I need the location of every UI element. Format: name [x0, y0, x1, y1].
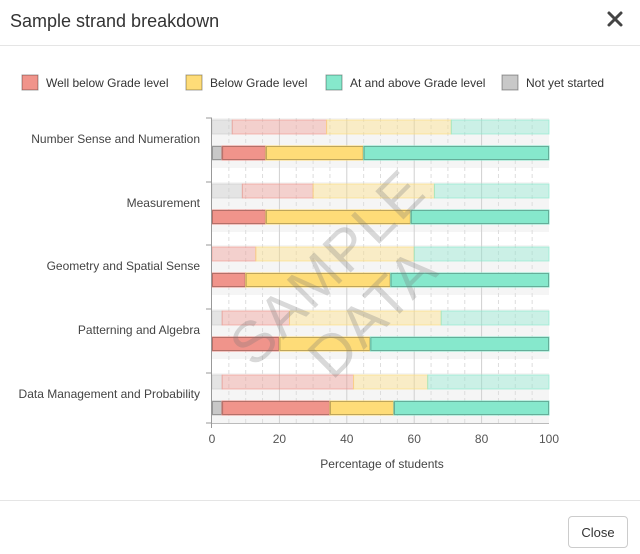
comparison-bar-segment-below-grade-level: [326, 119, 452, 135]
legend-swatch: [21, 74, 39, 91]
comparison-bar-segment-at-and-above-grade-level: [413, 246, 550, 262]
legend-label: Not yet started: [526, 76, 604, 90]
category-label: Geometry and Spatial Sense: [47, 259, 201, 273]
primary-bar-segment-well-below-grade-level: [211, 209, 267, 225]
category-label: Number Sense and Numeration: [31, 132, 200, 146]
primary-bar-segment-at-and-above-grade-level: [369, 336, 550, 352]
legend-item-below-grade-level: Below Grade level: [185, 74, 307, 91]
primary-bar-segment-outline: [363, 146, 549, 160]
primary-bar-segment-outline: [245, 273, 391, 287]
primary-bar-segment-outline: [222, 401, 330, 415]
legend-label: At and above Grade level: [350, 76, 485, 90]
category-label: Data Management and Probability: [19, 387, 200, 401]
primary-bar-segment-outline: [390, 273, 549, 287]
comparison-bar-segment-well-below-grade-level: [211, 246, 257, 262]
legend-item-at-and-above-grade-level: At and above Grade level: [325, 74, 485, 91]
legend-swatch: [325, 74, 343, 91]
primary-bar-segment-outline: [410, 210, 549, 224]
comparison-bar-segment-not-yet-started: [211, 183, 243, 199]
legend-swatch: [501, 74, 519, 91]
category-label: Patterning and Algebra: [78, 323, 200, 337]
primary-bar-segment-at-and-above-grade-level: [410, 209, 550, 225]
legend-label: Below Grade level: [210, 76, 307, 90]
modal-footer: Close: [0, 500, 640, 554]
category-label: Measurement: [127, 196, 201, 210]
primary-bar-segment-at-and-above-grade-level: [393, 400, 550, 416]
x-tick-label: 0: [209, 432, 216, 446]
comparison-bar-segment-at-and-above-grade-level: [433, 183, 550, 199]
comparison-bar-segment-at-and-above-grade-level: [427, 374, 550, 390]
legend-item-well-below-grade-level: Well below Grade level: [21, 74, 169, 91]
comparison-bar-segment-not-yet-started: [211, 310, 223, 326]
x-axis-title: Percentage of students: [320, 457, 443, 471]
primary-bar-segment-below-grade-level: [329, 400, 395, 416]
primary-bar-segment-outline: [212, 210, 266, 224]
comparison-bar-segment-below-grade-level: [353, 374, 429, 390]
primary-bar-segment-well-below-grade-level: [221, 400, 331, 416]
primary-bar-segment-outline: [329, 401, 394, 415]
comparison-bar-segment-at-and-above-grade-level: [450, 119, 550, 135]
strand-chart: Well below Grade level Below Grade level A…: [19, 74, 604, 471]
x-tick-label: 60: [408, 432, 422, 446]
x-tick-label: 80: [475, 432, 489, 446]
primary-bar-segment-at-and-above-grade-level: [390, 272, 550, 288]
primary-bar-segment-at-and-above-grade-level: [363, 145, 550, 161]
primary-bar-segment-well-below-grade-level: [211, 272, 247, 288]
comparison-bar-segment-not-yet-started: [211, 119, 233, 135]
x-tick-label: 100: [539, 432, 559, 446]
modal-title: Sample strand breakdown: [10, 11, 220, 31]
legend-swatch: [185, 74, 203, 91]
legend-label: Well below Grade level: [46, 76, 169, 90]
comparison-bar-segment-well-below-grade-level: [231, 119, 328, 135]
modal-header: Sample strand breakdown: [0, 0, 640, 46]
x-tick-label: 20: [273, 432, 287, 446]
comparison-bar-segment-not-yet-started: [211, 374, 223, 390]
primary-bar-segment-outline: [393, 401, 550, 415]
primary-bar-segment-not-yet-started: [211, 400, 223, 416]
comparison-bar-segment-well-below-grade-level: [241, 183, 314, 199]
primary-bar-segment-outline: [279, 337, 371, 351]
primary-bar-segment-outline: [370, 337, 550, 351]
primary-bar-segment-below-grade-level: [265, 145, 365, 161]
primary-bar-segment-well-below-grade-level: [221, 145, 267, 161]
close-icon[interactable]: [606, 10, 624, 28]
x-tick-label: 40: [340, 432, 354, 446]
legend-item-not-yet-started: Not yet started: [501, 74, 604, 91]
close-button[interactable]: Close: [568, 516, 628, 548]
primary-bar-segment-not-yet-started: [211, 145, 223, 161]
comparison-bar-segment-at-and-above-grade-level: [440, 310, 550, 326]
